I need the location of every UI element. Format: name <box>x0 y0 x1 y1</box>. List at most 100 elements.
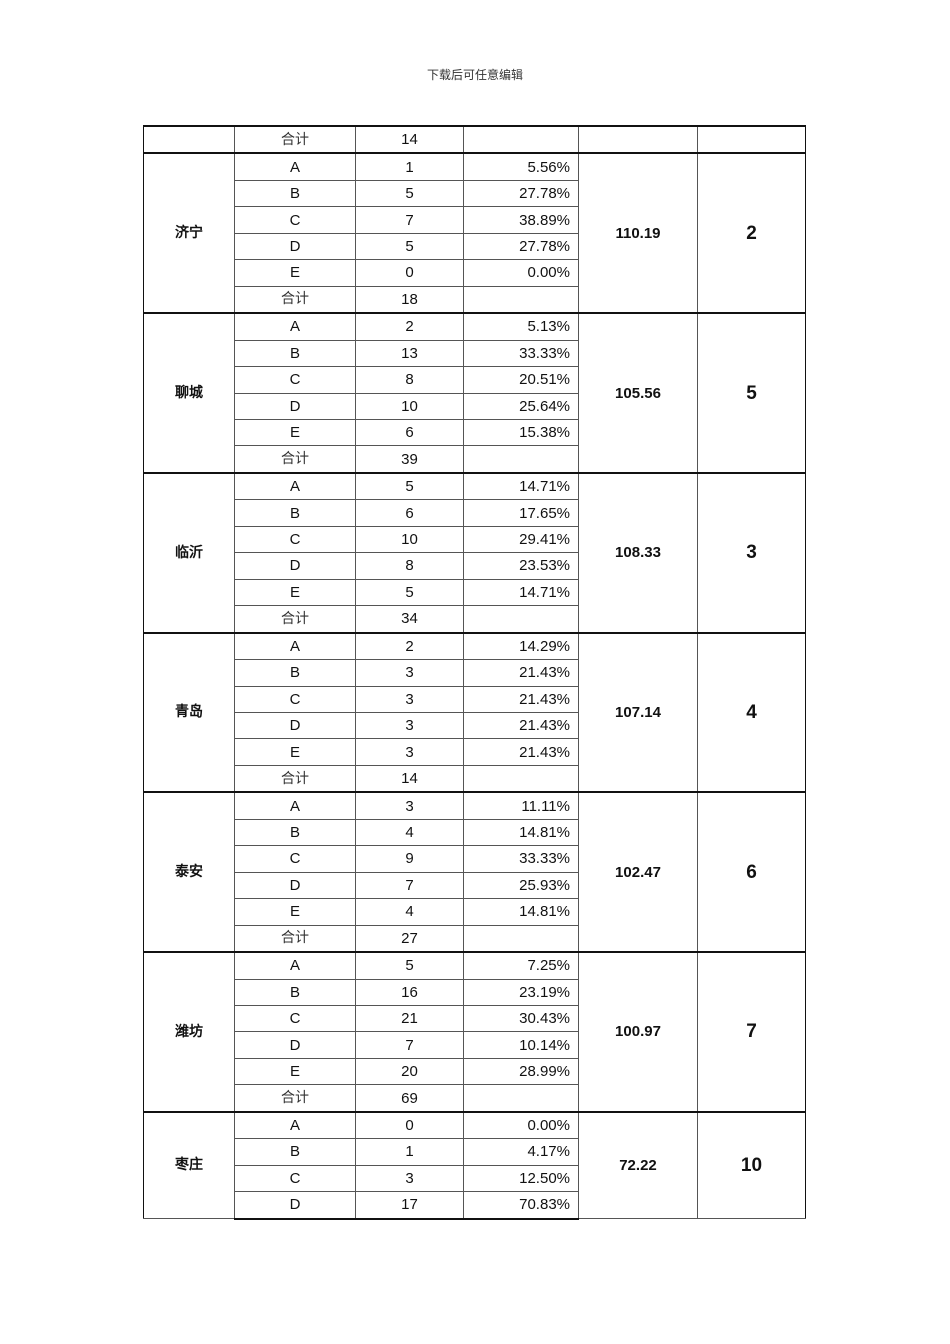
grade-label: B <box>234 499 356 527</box>
grade-label: E <box>234 578 356 607</box>
city-name: 潍坊 <box>143 951 235 1113</box>
grade-percent: 23.19% <box>463 978 579 1006</box>
city-name: 聊城 <box>143 312 235 474</box>
grade-label: C <box>234 366 356 394</box>
grade-percent: 4.17% <box>463 1138 579 1166</box>
table-row: D 10 25.64% <box>144 392 806 420</box>
grade-percent: 14.81% <box>463 898 579 926</box>
grade-label: E <box>234 259 356 287</box>
grade-percent: 27.78% <box>463 179 579 208</box>
grade-percent: 21.43% <box>463 711 579 740</box>
grade-percent: 14.71% <box>463 578 579 607</box>
table-row: 潍坊 A 5 7.25% 100.97 7 <box>143 951 806 1113</box>
table-row-continued: 合计 14 <box>143 124 806 154</box>
table-row: 泰安 A 3 11.11% 102.47 6 <box>143 791 806 953</box>
table-row: D 7 25.93% <box>144 871 806 900</box>
grade-label: C <box>234 206 356 234</box>
grade-count: 13 <box>355 339 464 368</box>
grade-label: B <box>234 978 356 1006</box>
table-row: E 4 14.81% <box>144 898 806 926</box>
grade-percent: 15.38% <box>463 418 579 447</box>
total-label: 合计 <box>234 285 356 314</box>
grade-count: 3 <box>355 1164 464 1193</box>
rank: 3 <box>697 471 806 634</box>
city-name: 济宁 <box>143 152 235 314</box>
grade-count: 0 <box>355 259 464 287</box>
rank: 4 <box>697 631 806 793</box>
grade-percent: 17.65% <box>463 499 579 527</box>
table-row: 济宁 A 1 5.56% 110.19 2 <box>143 152 806 314</box>
table-row: C 10 29.41% <box>144 525 806 554</box>
grade-percent: 30.43% <box>463 1004 579 1033</box>
table-row: C 3 12.50% <box>144 1164 806 1193</box>
grade-label: A <box>234 1110 356 1140</box>
city-name: 泰安 <box>143 791 235 953</box>
grade-label: C <box>234 525 356 554</box>
grade-label: B <box>234 818 356 847</box>
rank: 2 <box>697 152 806 314</box>
rank: 7 <box>697 951 806 1113</box>
grade-percent: 12.50% <box>463 1164 579 1193</box>
percent-cell <box>463 285 579 314</box>
average-score: 108.33 <box>578 471 698 634</box>
table-row: B 4 14.81% <box>144 818 806 847</box>
grade-count: 1 <box>355 1138 464 1166</box>
total-label: 合计 <box>234 924 356 953</box>
table-row: 青岛 A 2 14.29% 107.14 4 <box>143 631 806 793</box>
grade-count: 3 <box>355 791 464 820</box>
grade-count: 3 <box>355 711 464 740</box>
grade-percent: 11.11% <box>463 791 579 820</box>
grade-percent: 29.41% <box>463 525 579 554</box>
grade-count: 10 <box>355 525 464 554</box>
percent-cell <box>463 124 579 154</box>
total-count: 14 <box>355 124 464 154</box>
grade-percent: 25.93% <box>463 871 579 900</box>
table-row: D 8 23.53% <box>144 552 806 580</box>
table-row: C 21 30.43% <box>144 1004 806 1033</box>
grade-percent: 5.56% <box>463 152 579 181</box>
total-label: 合计 <box>234 445 356 474</box>
grade-percent: 21.43% <box>463 685 579 713</box>
percent-cell <box>463 764 579 793</box>
grade-percent: 7.25% <box>463 951 579 980</box>
table-row: C 8 20.51% <box>144 366 806 394</box>
grade-label: D <box>234 552 356 580</box>
grade-label: D <box>234 871 356 900</box>
grade-count: 5 <box>355 179 464 208</box>
grade-distribution-table: 合计 14 济宁 A 1 5.56% 110.19 2 B 5 27.78% C 7 38.89% D 5… <box>143 124 806 1220</box>
grade-count: 20 <box>355 1057 464 1086</box>
grade-percent: 23.53% <box>463 552 579 580</box>
grade-count: 0 <box>355 1110 464 1140</box>
table-row: D 17 70.83% <box>144 1191 806 1220</box>
grade-count: 7 <box>355 206 464 234</box>
table-row: E 5 14.71% <box>144 578 806 607</box>
grade-percent: 20.51% <box>463 366 579 394</box>
grade-count: 16 <box>355 978 464 1006</box>
table-row: 临沂 A 5 14.71% 108.33 3 <box>143 471 806 634</box>
grade-percent: 38.89% <box>463 206 579 234</box>
grade-label: B <box>234 339 356 368</box>
grade-count: 10 <box>355 392 464 420</box>
total-label: 合计 <box>234 605 356 634</box>
grade-percent: 27.78% <box>463 232 579 261</box>
grade-percent: 28.99% <box>463 1057 579 1086</box>
total-count: 18 <box>355 285 464 314</box>
total-count: 39 <box>355 445 464 474</box>
total-label: 合计 <box>234 764 356 793</box>
average-score: 102.47 <box>578 791 698 953</box>
grade-percent: 70.83% <box>463 1191 579 1220</box>
total-count: 27 <box>355 924 464 953</box>
grade-count: 8 <box>355 552 464 580</box>
table-row: E 0 0.00% <box>144 259 806 287</box>
grade-label: A <box>234 791 356 820</box>
grade-count: 9 <box>355 845 464 873</box>
table-row: 聊城 A 2 5.13% 105.56 5 <box>143 312 806 474</box>
rank: 5 <box>697 312 806 474</box>
grade-percent: 14.29% <box>463 631 579 661</box>
grade-label: C <box>234 845 356 873</box>
grade-label: E <box>234 1057 356 1086</box>
grade-label: D <box>234 1031 356 1059</box>
rank-cell <box>697 124 806 154</box>
city-name: 青岛 <box>143 631 235 793</box>
grade-count: 5 <box>355 232 464 261</box>
